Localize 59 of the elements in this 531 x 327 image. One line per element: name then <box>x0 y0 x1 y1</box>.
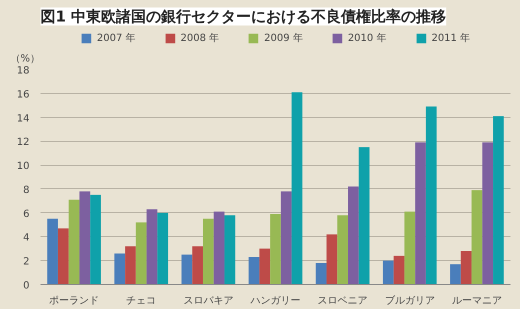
bar <box>382 260 394 284</box>
x-tick-label: ルーマニア <box>452 296 502 306</box>
bar <box>280 191 292 284</box>
legend-label: 2011 年 <box>431 32 470 45</box>
bar <box>47 218 58 284</box>
bar <box>394 256 404 284</box>
bar <box>292 92 302 284</box>
bar <box>248 257 260 284</box>
y-tick-label: 2 <box>23 256 30 268</box>
x-tick-label: ブルガリア <box>384 294 435 306</box>
legend-label: 2010 年 <box>348 32 386 45</box>
x-tick-label: スロベニア <box>318 296 368 306</box>
y-tick-label: 12 <box>16 137 30 148</box>
bar <box>460 251 472 284</box>
bar <box>136 222 147 284</box>
bar <box>493 116 504 284</box>
y-tick-label: 14 <box>16 113 30 124</box>
bar <box>348 186 359 284</box>
y-tick-label: 18 <box>16 66 30 76</box>
bar <box>415 142 426 284</box>
y-tick-label: 16 <box>16 89 30 100</box>
chart-title: 図1 中東欧諸国の銀行セクターにおける不良債権比率の推移 <box>40 8 446 26</box>
bar <box>58 228 69 284</box>
bar <box>337 215 348 284</box>
x-tick-label: ポーランド <box>49 296 100 306</box>
bar <box>79 191 90 284</box>
bar <box>202 218 214 284</box>
x-tick-label: チェコ <box>126 296 156 306</box>
bar <box>259 248 270 284</box>
bar <box>472 190 482 284</box>
x-tick-label: スロバキア <box>183 296 234 306</box>
bar <box>90 194 101 284</box>
bar <box>214 212 224 284</box>
y-tick-label: 4 <box>23 232 30 244</box>
x-tick-label: ハンガリー <box>250 296 300 306</box>
bar <box>426 106 437 284</box>
bar <box>182 254 192 284</box>
legend-label: 2009 年 <box>264 32 303 45</box>
bar <box>270 214 281 284</box>
bar <box>114 253 126 284</box>
bar <box>224 215 236 284</box>
legend-label: 2007 年 <box>96 32 136 45</box>
bar <box>68 200 80 284</box>
y-tick-label: 0 <box>23 280 30 292</box>
bar <box>316 263 327 284</box>
y-tick-label: 6 <box>23 208 30 220</box>
y-tick-label: 8 <box>23 184 30 196</box>
bar <box>157 212 168 284</box>
legend-label: 2008 年 <box>180 32 220 45</box>
bar <box>450 264 461 284</box>
y-tick-label: 10 <box>16 161 30 172</box>
bar <box>482 142 494 284</box>
bar <box>125 246 136 284</box>
bar <box>358 147 370 284</box>
y-axis-title: （%） <box>10 54 40 64</box>
bar <box>192 246 203 284</box>
bar <box>146 209 158 284</box>
bar <box>404 212 416 284</box>
bar <box>326 234 338 284</box>
